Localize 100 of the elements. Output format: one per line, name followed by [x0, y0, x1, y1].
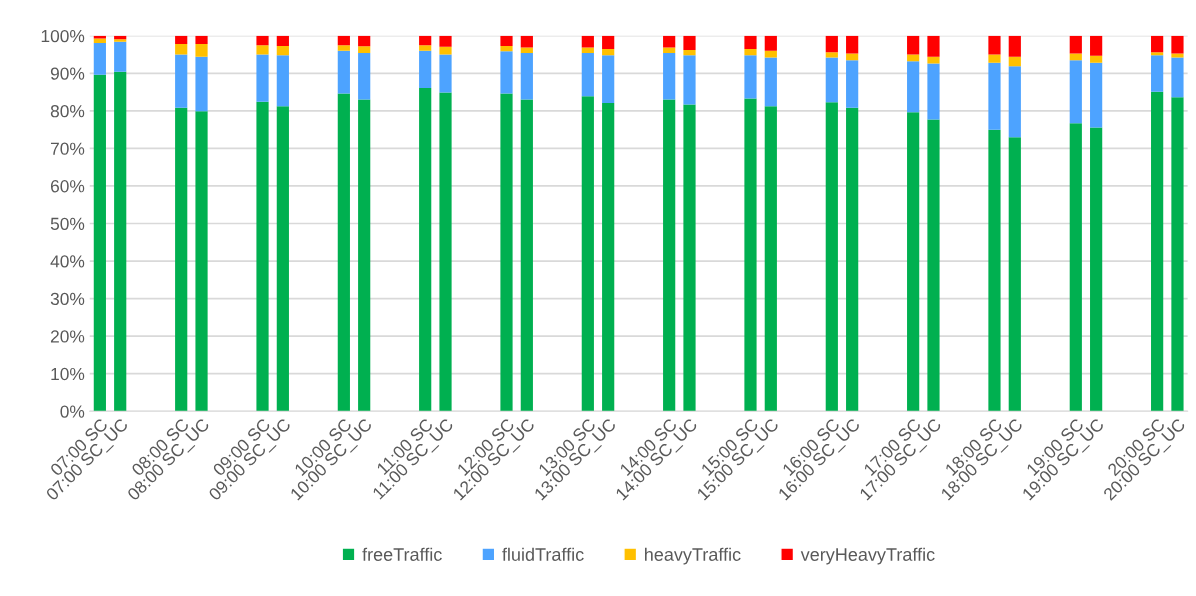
bar	[1069, 53, 1082, 61]
bar	[276, 106, 289, 412]
bar	[846, 60, 859, 108]
y-tick-label: 60%	[50, 180, 85, 193]
bar	[256, 45, 269, 55]
bar	[175, 107, 188, 412]
bar	[744, 35, 757, 49]
bar	[195, 44, 208, 57]
bar	[1008, 137, 1021, 412]
y-tick-label: 90%	[50, 67, 85, 80]
bar	[1008, 35, 1021, 57]
bar	[1008, 66, 1021, 138]
bar	[927, 63, 940, 120]
bar	[602, 35, 615, 49]
bar	[825, 57, 838, 103]
bar	[276, 55, 289, 107]
bar	[764, 57, 777, 107]
bar	[520, 53, 533, 100]
bar	[1171, 53, 1184, 58]
legend-label: freeTraffic	[362, 547, 442, 561]
bar	[988, 129, 1001, 412]
bar	[744, 98, 757, 412]
bar	[419, 87, 432, 412]
bar	[907, 35, 920, 55]
bar	[520, 35, 533, 48]
bar	[256, 101, 269, 412]
bar	[439, 46, 452, 55]
bar	[419, 50, 432, 88]
bar	[1069, 60, 1082, 124]
bar	[764, 106, 777, 412]
bar	[358, 53, 371, 100]
bar	[764, 35, 777, 51]
bar	[927, 35, 940, 57]
bar	[581, 47, 594, 54]
bar	[907, 61, 920, 113]
bar	[419, 35, 432, 46]
bar	[337, 45, 350, 51]
bar	[1151, 52, 1164, 56]
bar	[1069, 123, 1082, 412]
legend-label: veryHeavyTraffic	[800, 547, 935, 565]
bar	[602, 55, 615, 103]
bar	[744, 55, 757, 99]
bar	[663, 47, 676, 54]
bar	[581, 53, 594, 97]
bar	[500, 45, 513, 52]
y-tick-label: 50%	[50, 217, 85, 230]
bar	[846, 107, 859, 412]
bar	[358, 46, 371, 54]
bar	[988, 54, 1001, 63]
bar	[663, 35, 676, 48]
bar	[1171, 97, 1184, 412]
y-tick-label: 0%	[60, 405, 85, 418]
bar	[1090, 55, 1103, 63]
bar	[520, 47, 533, 54]
bar	[825, 35, 838, 53]
bar	[337, 35, 350, 46]
bar	[927, 56, 940, 64]
bar	[1171, 35, 1184, 54]
bar	[500, 93, 513, 412]
bar	[337, 50, 350, 94]
bar	[1090, 127, 1103, 412]
bar	[175, 54, 188, 108]
bar	[93, 42, 106, 75]
y-tick-label: 30%	[50, 292, 85, 306]
bar	[602, 102, 615, 412]
bar	[337, 93, 350, 412]
bar	[439, 35, 452, 47]
bar	[744, 48, 757, 56]
bar	[825, 52, 838, 58]
bar	[175, 44, 188, 55]
bar	[256, 54, 269, 102]
bar	[581, 35, 594, 48]
y-tick-label: 20%	[50, 330, 85, 343]
bar	[1069, 35, 1082, 54]
y-tick-label: 70%	[50, 142, 85, 155]
bar	[1151, 35, 1164, 53]
bar	[683, 50, 696, 56]
bar	[927, 119, 940, 412]
bar	[195, 56, 208, 112]
bar	[439, 92, 452, 412]
bar	[520, 99, 533, 412]
bar	[1171, 57, 1184, 98]
bar	[276, 35, 289, 46]
bar	[581, 96, 594, 412]
bar	[93, 74, 106, 412]
bar	[195, 35, 208, 45]
bar	[1090, 62, 1103, 128]
bar	[602, 48, 615, 56]
bar	[683, 55, 696, 105]
bar	[683, 104, 696, 412]
bar	[195, 111, 208, 412]
bar	[358, 99, 371, 412]
legend-label: heavyTraffic	[645, 547, 741, 565]
y-tick-label: 10%	[51, 367, 85, 381]
bar	[683, 35, 696, 51]
bar	[1151, 55, 1164, 92]
bar	[500, 35, 513, 46]
bar	[988, 62, 1001, 130]
bar	[988, 35, 1001, 55]
bar	[663, 53, 676, 100]
